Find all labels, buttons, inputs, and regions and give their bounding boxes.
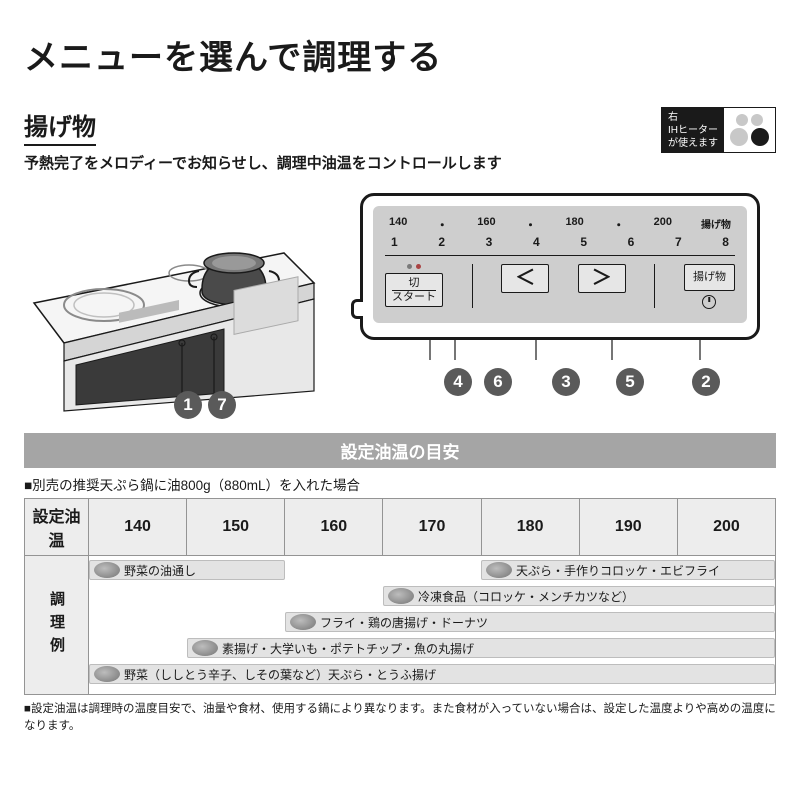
dot-icon: ・ [613,216,625,233]
cooking-examples-chart: 野菜の油通し 天ぷら・手作りコロッケ・エビフライ冷凍食品（コロッケ・メンチカツなど… [89,556,775,694]
callout-bubble: 4 [444,368,472,396]
food-icon [94,666,120,682]
heater-badge-line1: 右 [668,111,718,124]
table-column-header: 170 [383,499,481,556]
temp-label: 180 [565,216,583,233]
table-rowhead: 設定油温 [25,499,89,556]
heater-badge-burner-icons [724,108,775,152]
burner-indicator-icon [730,128,748,146]
dot-icon: ・ [436,216,448,233]
dot-icon: ・ [525,216,537,233]
cooking-example-bar: 野菜（ししとう辛子、しその葉など）天ぷら・とうふ揚げ [89,664,775,684]
btn-label-off: 切 [392,277,436,290]
level-num: 1 [391,235,398,249]
food-icon [94,562,120,578]
leader-lines [360,340,760,362]
burner-indicator-icon [751,114,763,126]
level-num: 8 [722,235,729,249]
heater-badge-text: 右 IHヒーター が使えます [662,108,724,152]
temperature-guide-section: 設定油温の目安 ■別売の推奨天ぷら鍋に油800g（880mL）を入れた場合 設定… [24,433,776,736]
decrease-button: ＜ [501,264,549,293]
off-start-button: 切 スタート [385,273,443,307]
temperature-scale-row: 140 ・ 160 ・ 180 ・ 200 揚げ物 [385,216,735,233]
level-number-row: 1 2 3 4 5 6 7 8 [385,235,735,249]
section-header: 揚げ物 右 IHヒーター が使えます 予熱完了をメロディーでお知らせし、調理中油… [24,107,776,173]
divider-line [472,264,473,308]
temp-label: 160 [477,216,495,233]
temp-label: 200 [654,216,672,233]
mode-group: 揚げ物 [684,264,735,309]
food-icon [192,640,218,656]
table-footnote: ■設定油温は調理時の温度目安で、油量や食材、使用する鍋により異なります。また食材… [24,701,776,736]
controls-row: 切 スタート ＜ ＞ 揚げ物 [385,264,735,309]
level-num: 4 [533,235,540,249]
bar-label: 野菜（ししとう辛子、しその葉など）天ぷら・とうふ揚げ [124,666,436,683]
food-icon [388,588,414,604]
table-column-header: 160 [285,499,383,556]
table-title: 設定油温の目安 [24,433,776,468]
temp-label: 140 [389,216,407,233]
heater-badge-line3: が使えます [668,137,718,150]
table-column-header: 200 [677,499,775,556]
temperature-guide-table: 設定油温 140 150 160 170 180 190 200 調理例 野菜の… [24,498,776,695]
bar-label: 野菜の油通し [124,562,196,579]
callout-bubble: 3 [552,368,580,396]
panel-callouts: 4 6 3 5 2 [400,368,720,396]
illustration-row: 1 7 140 ・ 160 ・ 180 ・ 200 揚げ物 1 2 [24,193,776,413]
cooking-example-bar: 素揚げ・大学いも・ポテトチップ・魚の丸揚げ [187,638,775,658]
level-num: 6 [628,235,635,249]
cooking-example-bar: フライ・鶏の唐揚げ・ドーナツ [285,612,775,632]
level-num: 2 [438,235,445,249]
btn-label-start: スタート [392,290,436,304]
table-column-header: 180 [481,499,579,556]
callout-bubble: 6 [484,368,512,396]
cooking-example-bar: 冷凍食品（コロッケ・メンチカツなど） [383,586,775,606]
level-num: 3 [486,235,493,249]
divider-line [385,255,735,256]
table-column-header: 150 [187,499,285,556]
subsection-title: 揚げ物 [24,107,96,146]
panel-frame: 140 ・ 160 ・ 180 ・ 200 揚げ物 1 2 3 4 5 6 7 [360,193,760,340]
callout-bubble: 7 [208,391,236,419]
callout-bubble: 2 [692,368,720,396]
cooktop-callouts: 1 7 [174,391,236,419]
burner-active-icon [751,128,769,146]
level-num: 5 [580,235,587,249]
divider-line [654,264,655,308]
level-num: 7 [675,235,682,249]
led-indicator-icon [407,264,421,269]
callout-bubble: 5 [616,368,644,396]
table-column-header: 190 [579,499,677,556]
timer-knob-icon [702,295,716,309]
cooking-example-bar: 天ぷら・手作りコロッケ・エビフライ [481,560,775,580]
food-icon [290,614,316,630]
cooking-example-bar: 野菜の油通し [89,560,285,580]
cooktop-illustration: 1 7 [24,193,324,413]
bar-label: フライ・鶏の唐揚げ・ドーナツ [320,614,488,631]
page-title: メニューを選んで調理する [24,30,776,79]
section-description: 予熱完了をメロディーでお知らせし、調理中油温をコントロールします [24,152,776,173]
temp-mode-label: 揚げ物 [701,216,731,233]
table-side-label: 調理例 [25,556,89,695]
heater-availability-badge: 右 IHヒーター が使えます [661,107,776,153]
table-top-note: ■別売の推奨天ぷら鍋に油800g（880mL）を入れた場合 [24,474,776,494]
burner-indicator-icon [736,114,748,126]
table-column-header: 140 [89,499,187,556]
panel-display: 140 ・ 160 ・ 180 ・ 200 揚げ物 1 2 3 4 5 6 7 [373,206,747,323]
food-icon [486,562,512,578]
frying-mode-button: 揚げ物 [684,264,735,291]
bar-label: 冷凍食品（コロッケ・メンチカツなど） [418,588,634,605]
heater-badge-line2: IHヒーター [668,124,718,137]
bar-label: 素揚げ・大学いも・ポテトチップ・魚の丸揚げ [222,640,474,657]
control-panel-illustration: 140 ・ 160 ・ 180 ・ 200 揚げ物 1 2 3 4 5 6 7 [344,193,776,413]
callout-bubble: 1 [174,391,202,419]
bar-label: 天ぷら・手作りコロッケ・エビフライ [516,562,720,579]
start-stop-group: 切 スタート [385,264,443,307]
increase-button: ＞ [578,264,626,293]
